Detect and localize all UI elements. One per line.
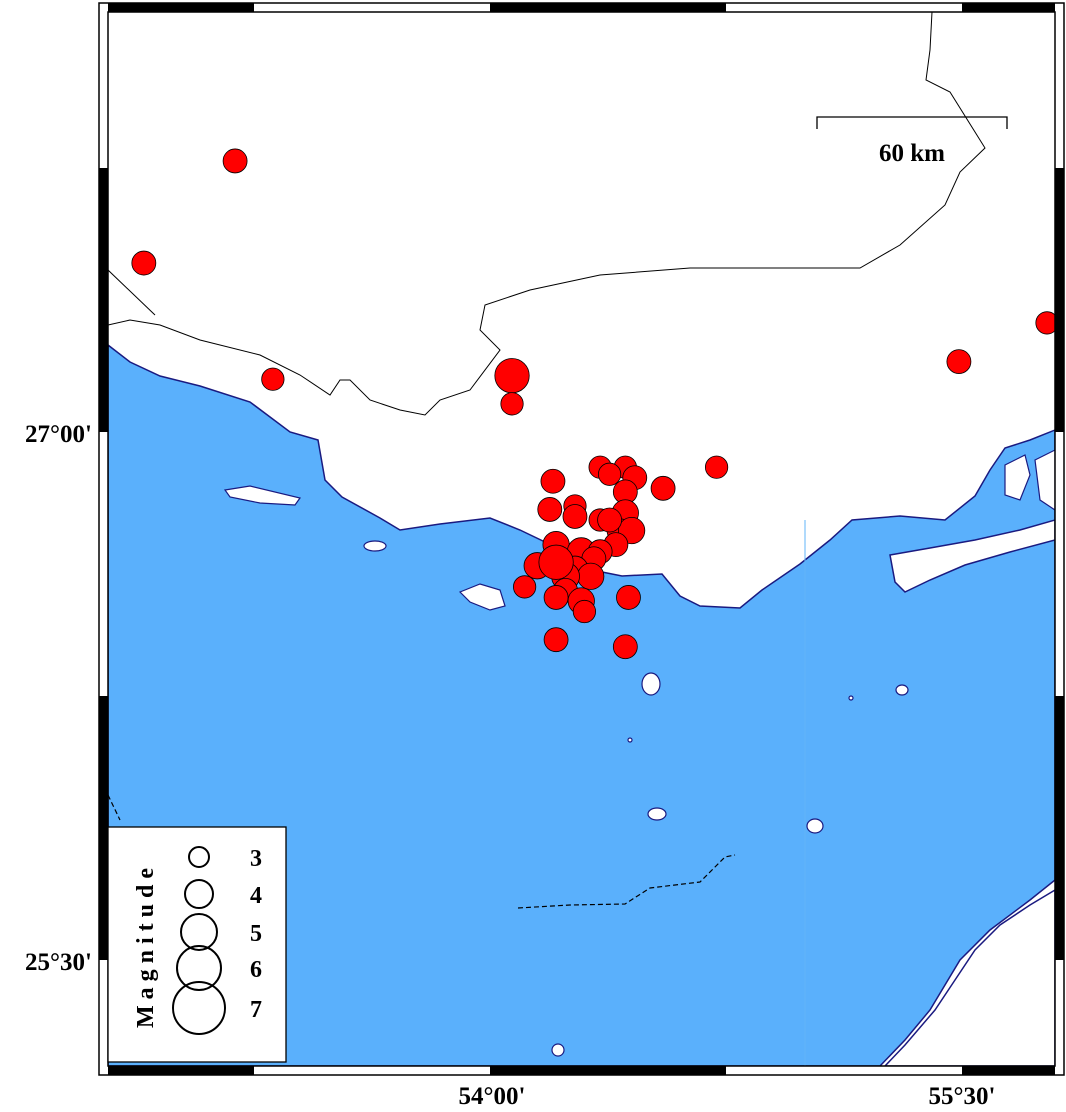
legend: Magnitude 3 4 5 6 7 xyxy=(107,826,287,1063)
earthquake-event xyxy=(946,349,972,375)
scale-bar: 60 km xyxy=(816,116,1008,167)
border-line-2 xyxy=(108,269,156,316)
legend-title: Magnitude xyxy=(133,862,159,1028)
earthquake-event xyxy=(650,475,676,501)
earthquake-event xyxy=(612,634,638,660)
earthquake-events xyxy=(131,148,1055,660)
legend-circle-5 xyxy=(180,913,218,951)
earthquake-event xyxy=(131,250,157,276)
border-line xyxy=(108,12,986,416)
peninsula-island xyxy=(889,519,1055,593)
earthquake-event xyxy=(577,562,605,590)
earthquake-event xyxy=(597,462,622,486)
scale-bar-label: 60 km xyxy=(879,140,945,167)
legend-circle-4 xyxy=(184,879,214,909)
earthquake-event xyxy=(222,148,248,174)
sea xyxy=(108,344,1055,1066)
legend-label-3: 3 xyxy=(250,846,262,872)
earthquake-event xyxy=(500,392,524,416)
earthquake-event xyxy=(538,544,574,580)
earthquake-event xyxy=(543,585,569,610)
lon-label-5530: 55°30' xyxy=(929,1083,996,1110)
legend-circle-6 xyxy=(176,945,222,991)
legend-label-6: 6 xyxy=(250,957,262,983)
legend-circle-3 xyxy=(188,846,210,868)
islands xyxy=(223,485,909,1057)
lat-label-2530: 25°30' xyxy=(25,949,92,976)
legend-label-7: 7 xyxy=(250,997,262,1023)
legend-circle-7 xyxy=(172,981,226,1035)
earthquake-event xyxy=(513,575,537,599)
earthquake-event xyxy=(537,497,563,522)
earthquake-event xyxy=(1035,311,1055,335)
earthquake-event xyxy=(572,599,597,624)
earthquake-event xyxy=(540,468,566,494)
earthquake-event xyxy=(597,507,622,533)
earthquake-event xyxy=(543,627,569,653)
land-corner xyxy=(883,889,1055,1066)
map-frame xyxy=(98,2,1065,1076)
lon-label-54: 54°00' xyxy=(459,1083,526,1110)
delta-islands xyxy=(1004,449,1055,511)
lat-label-27: 27°00' xyxy=(25,421,92,448)
earthquake-event xyxy=(562,504,588,529)
legend-label-5: 5 xyxy=(250,921,262,947)
earthquake-event xyxy=(704,455,729,479)
earthquake-event xyxy=(616,585,641,610)
earthquake-event xyxy=(261,367,285,391)
legend-label-4: 4 xyxy=(250,883,262,909)
maritime-boundary xyxy=(108,794,736,909)
earthquake-event xyxy=(494,358,530,394)
